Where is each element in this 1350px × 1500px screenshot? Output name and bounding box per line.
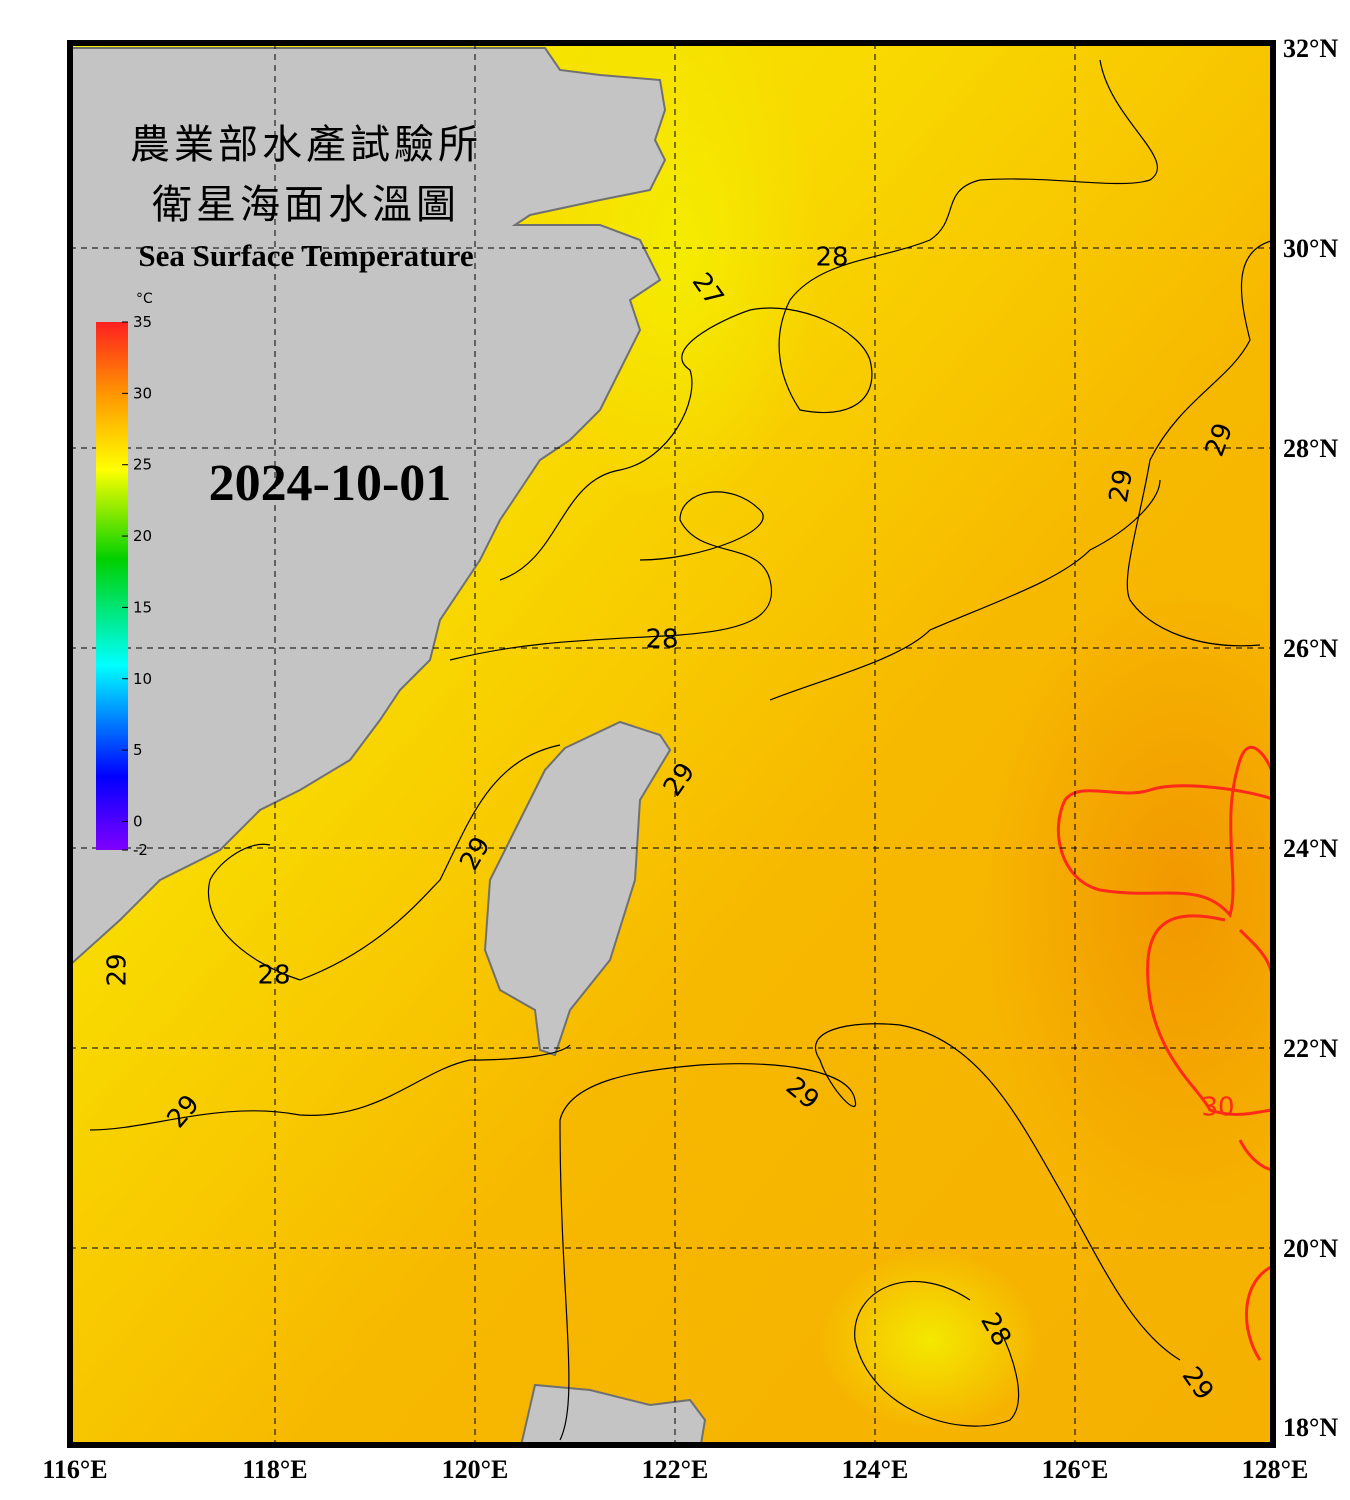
colorbar-tick-label: 35 [133,313,152,331]
contours-30 [1057,745,1271,1361]
lat-label: 26°N [1283,634,1338,663]
colorbar-tick-label: -2 [133,841,148,859]
colorbar-tick-label: 25 [133,456,152,474]
lat-label: 28°N [1283,434,1338,463]
warm-zone [980,580,1271,1220]
colorbar-unit: °C [136,291,153,307]
lon-label: 126°E [1042,1455,1109,1484]
graticule [72,45,1271,1443]
title-zh-2: 衛星海面水溫圖 [152,182,460,228]
contour-label: 30 [1201,1093,1234,1123]
mainland [72,47,667,965]
lon-label: 120°E [442,1455,509,1484]
lon-label: 118°E [242,1455,307,1484]
colorbar-ticks: -2 0 5 10 15 20 25 30 35 [122,313,152,859]
lat-label: 24°N [1283,834,1338,863]
lat-label: 30°N [1283,234,1338,263]
axis-labels: 116°E 118°E 120°E 122°E 124°E 126°E 128°E 32°N 3… [42,34,1338,1484]
taiwan [483,720,672,1057]
contour-label: 28 [257,961,290,991]
colorbar-tick-label: 30 [133,384,152,402]
lon-label: 116°E [42,1455,107,1484]
map-frame [67,40,1276,1448]
contour-label: 29 [103,953,133,986]
title-zh-1: 農業部水產試驗所 [130,122,482,168]
lat-label: 18°N [1283,1413,1338,1442]
title-en: Sea Surface Temperature [138,238,473,273]
lat-label: 20°N [1283,1234,1338,1263]
lon-label: 122°E [642,1455,709,1484]
colorbar-tick-label: 15 [133,598,152,616]
colorbar-tick-label: 5 [133,741,143,759]
lon-label: 124°E [842,1455,909,1484]
colorbar [96,322,128,850]
luzon [520,1383,707,1443]
date: 2024-10-01 [209,455,452,512]
lat-label: 32°N [1283,34,1338,63]
lon-label: 128°E [1242,1455,1309,1484]
contour-label: 29 [1104,467,1139,505]
colorbar-tick-label: 10 [133,670,152,688]
lat-label: 22°N [1283,1034,1338,1063]
contour-label: 28 [645,625,678,655]
colorbar-tick-label: 0 [133,812,143,830]
colorbar-tick-label: 20 [133,527,152,545]
contour-label: 28 [815,243,848,273]
contours [89,59,1271,1441]
